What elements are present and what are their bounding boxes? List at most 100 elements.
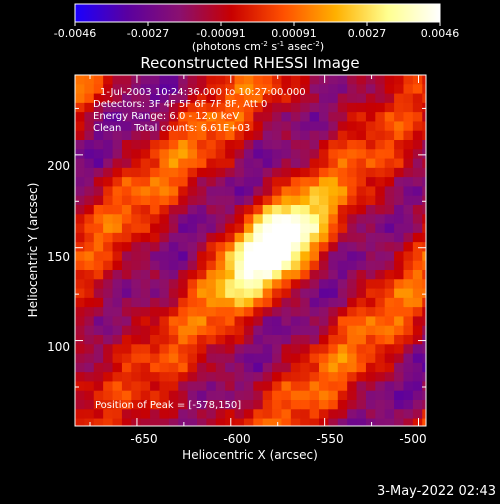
heatmap-cell — [159, 344, 170, 355]
heatmap-cell — [197, 214, 207, 225]
heatmap-cell — [121, 93, 132, 104]
heatmap-cell — [84, 214, 95, 225]
heatmap-cell — [215, 362, 226, 373]
heatmap-cell — [272, 140, 283, 150]
x-tick-label: -600 — [223, 432, 250, 446]
heatmap-cell — [403, 214, 414, 225]
heatmap-cell — [225, 307, 236, 318]
heatmap-cell — [394, 223, 405, 234]
heatmap-cell — [103, 177, 114, 188]
heatmap-cell — [178, 93, 189, 104]
heatmap-cell — [197, 372, 207, 383]
heatmap-cell — [121, 270, 132, 280]
heatmap-cell — [422, 335, 426, 345]
heatmap-cell — [356, 130, 367, 141]
heatmap-cell — [225, 177, 236, 188]
heatmap-cell — [93, 362, 104, 373]
heatmap-cell — [197, 140, 207, 150]
heatmap-cell — [281, 260, 292, 271]
heatmap-cell — [365, 390, 376, 401]
heatmap-cell — [215, 400, 226, 410]
heatmap-cell — [131, 307, 142, 318]
heatmap-cell — [197, 344, 207, 355]
heatmap-cell — [159, 251, 170, 262]
heatmap-cell — [394, 409, 405, 420]
heatmap-cell — [262, 344, 273, 355]
heatmap-cell — [197, 297, 207, 308]
heatmap-cell — [356, 279, 367, 290]
heatmap-cell — [84, 75, 95, 85]
heatmap-cell — [159, 102, 170, 113]
heatmap-cell — [121, 195, 132, 206]
heatmap-cell — [422, 140, 426, 150]
heatmap-cell — [422, 344, 426, 355]
heatmap-cell — [384, 400, 395, 410]
heatmap-cell — [215, 158, 226, 169]
heatmap-cell — [347, 223, 358, 234]
heatmap-cell — [319, 158, 329, 169]
heatmap-cell — [300, 316, 311, 327]
heatmap-cell — [206, 297, 217, 308]
heatmap-cell — [300, 130, 311, 141]
heatmap-cell — [422, 130, 426, 141]
heatmap-cell — [375, 93, 386, 104]
heatmap-cell — [337, 353, 348, 364]
heatmap-cell — [290, 316, 301, 327]
heatmap-cell — [159, 381, 170, 392]
heatmap-cell — [272, 242, 283, 253]
heatmap-cell — [243, 297, 254, 308]
heatmap-cell — [206, 130, 217, 141]
heatmap-cell — [234, 121, 245, 132]
heatmap-cell — [403, 381, 414, 392]
heatmap-cell — [319, 121, 329, 132]
heatmap-cell — [319, 93, 329, 104]
heatmap-cell — [262, 167, 273, 178]
heatmap-cell — [309, 316, 320, 327]
heatmap-cell — [103, 112, 114, 123]
heatmap-cell — [412, 177, 423, 188]
heatmap-cell — [140, 195, 151, 206]
heatmap-cell — [375, 362, 386, 373]
heatmap-cell — [140, 158, 151, 169]
heatmap-cell — [300, 270, 311, 280]
heatmap-cell — [243, 418, 254, 426]
heatmap-cell — [319, 102, 329, 113]
heatmap-cell — [272, 232, 283, 243]
heatmap-cell — [290, 362, 301, 373]
heatmap-cell — [394, 279, 405, 290]
heatmap-cell — [121, 214, 132, 225]
heatmap-cell — [187, 130, 198, 141]
heatmap-cell — [309, 409, 320, 420]
heatmap-cell — [281, 242, 292, 253]
heatmap-cell — [206, 381, 217, 392]
heatmap-cell — [84, 205, 95, 215]
heatmap-cell — [262, 177, 273, 188]
heatmap-cell — [262, 400, 273, 410]
heatmap-cell — [412, 288, 423, 299]
heatmap-cell — [309, 418, 320, 426]
heatmap-cell — [272, 279, 283, 290]
heatmap-cell — [328, 288, 339, 299]
heatmap-cell — [206, 186, 217, 197]
heatmap-cell — [328, 381, 339, 392]
heatmap-cell — [234, 279, 245, 290]
heatmap-cell — [140, 130, 151, 141]
heatmap-cell — [93, 158, 104, 169]
heatmap-cell — [272, 195, 283, 206]
heatmap-cell — [159, 372, 170, 383]
heatmap-cell — [121, 140, 132, 150]
heatmap-cell — [197, 390, 207, 401]
heatmap-cell — [150, 75, 161, 85]
heatmap-cell — [281, 214, 292, 225]
heatmap-cell — [347, 93, 358, 104]
heatmap-cell — [159, 270, 170, 280]
heatmap-cell — [290, 400, 301, 410]
heatmap-cell — [300, 409, 311, 420]
heatmap-cell — [225, 251, 236, 262]
heatmap-cell — [215, 112, 226, 123]
heatmap-cell — [253, 362, 264, 373]
heatmap-cell — [225, 335, 236, 345]
heatmap-cell — [150, 335, 161, 345]
heatmap-cell — [290, 167, 301, 178]
heatmap-cell — [225, 353, 236, 364]
